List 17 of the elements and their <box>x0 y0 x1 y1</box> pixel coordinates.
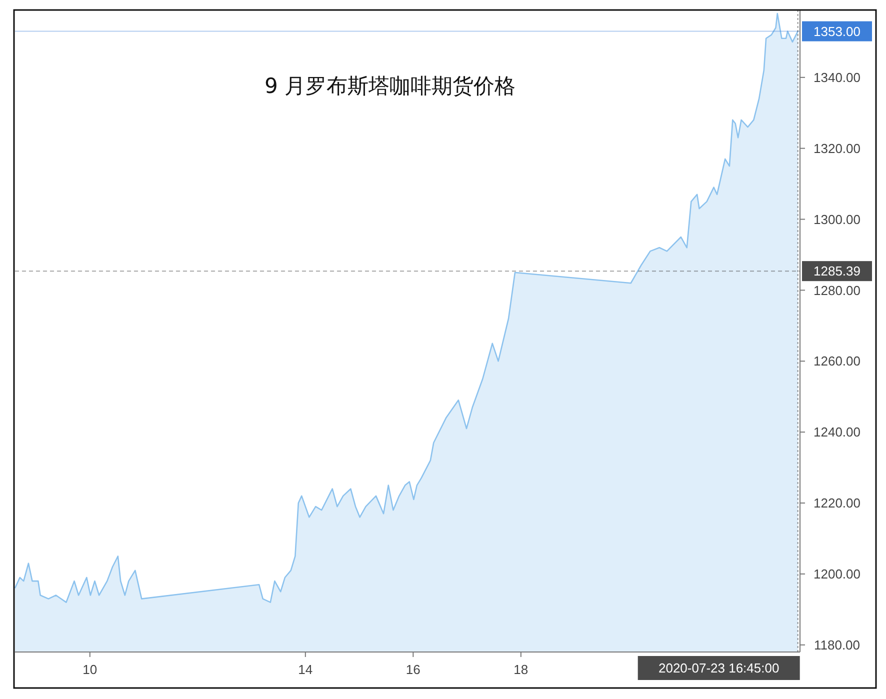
y-tick-label: 1300.00 <box>814 212 860 227</box>
text: 9 月罗布斯塔咖啡期货价格 <box>264 74 516 98</box>
ref-line-label: 1285.39 <box>814 264 860 279</box>
ref-line-label: 1353.00 <box>814 24 860 39</box>
x-tick-label: 10 <box>82 662 98 677</box>
x-tick-label: 14 <box>298 662 313 677</box>
y-tick-label: 1340.00 <box>814 70 860 85</box>
y-tick-label: 1180.00 <box>814 637 860 652</box>
text: 2020-07-23 16:45:00 <box>658 660 780 676</box>
y-tick-label: 1240.00 <box>814 424 860 440</box>
y-tick-label: 1200.00 <box>814 566 860 582</box>
y-tick-label: 1220.00 <box>814 496 860 511</box>
y-tick-label: 1260.00 <box>814 354 860 369</box>
x-tick-label: 18 <box>514 662 528 677</box>
y-tick-label: 1320.00 <box>814 140 860 156</box>
x-tick-label: 16 <box>406 662 420 677</box>
y-tick-label: 1280.00 <box>814 282 860 298</box>
